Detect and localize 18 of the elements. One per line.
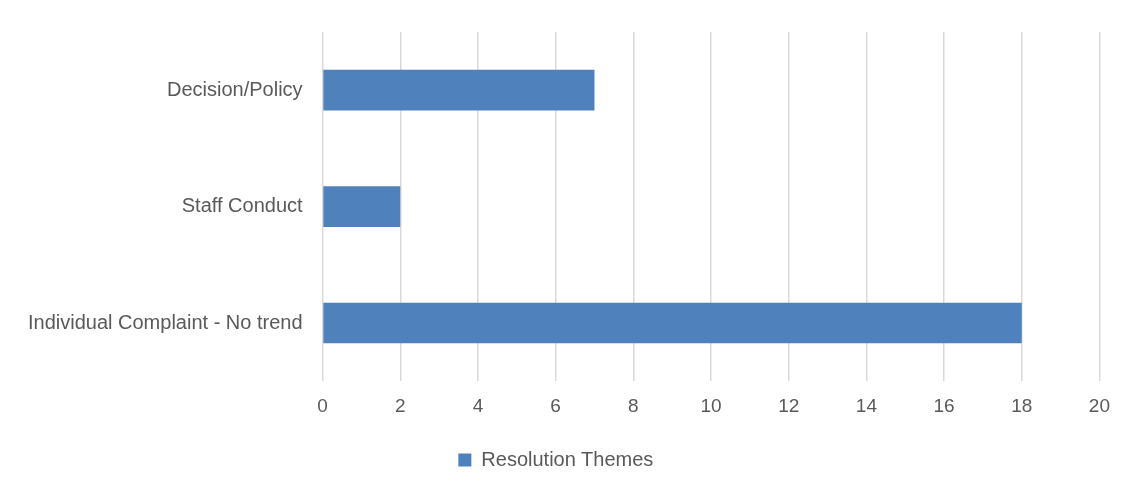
bar — [323, 302, 1022, 344]
x-tick-label: 4 — [472, 394, 484, 416]
y-tick-label: Decision/Policy — [166, 77, 303, 100]
x-tick-label: 18 — [1011, 394, 1033, 416]
legend-label: Resolution Themes — [481, 447, 654, 470]
x-tick-label: 20 — [1088, 394, 1110, 416]
y-tick-label: Individual Complaint - No trend — [27, 310, 303, 333]
y-tick-label: Staff Conduct — [181, 194, 304, 217]
x-tick-label: 10 — [700, 394, 722, 416]
x-tick-label: 2 — [394, 394, 406, 416]
x-tick-label: 12 — [778, 394, 800, 416]
x-tick-label: 16 — [933, 394, 955, 416]
x-tick-label: 14 — [855, 394, 878, 416]
bar — [323, 69, 595, 111]
x-tick-label: 8 — [628, 394, 639, 416]
x-tick-label: 6 — [550, 394, 561, 416]
bar — [323, 186, 401, 227]
x-tick-label: 0 — [317, 394, 328, 416]
